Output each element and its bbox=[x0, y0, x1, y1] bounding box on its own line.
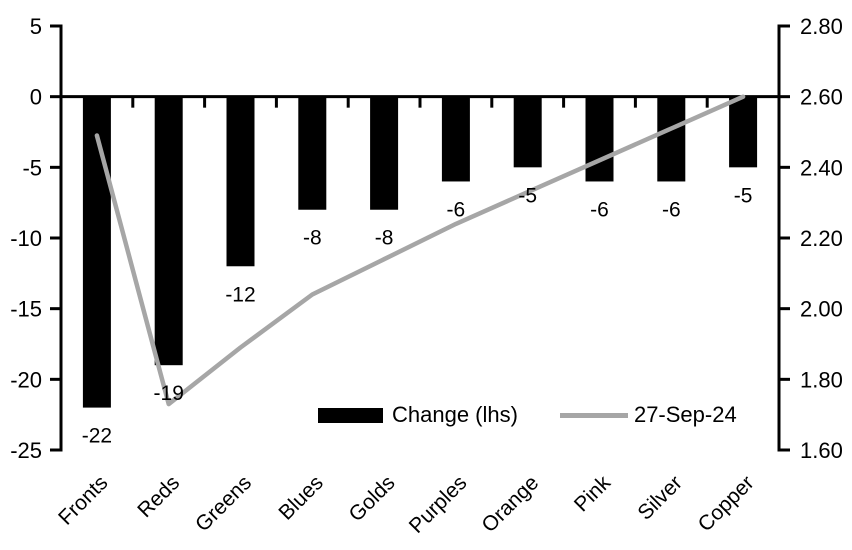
bar bbox=[370, 96, 399, 210]
y-axis-right-tick-label: 2.60 bbox=[800, 85, 843, 110]
bar bbox=[441, 96, 470, 182]
bar-value-label: -12 bbox=[225, 283, 255, 306]
bar-value-label: -22 bbox=[82, 425, 112, 448]
trend-line bbox=[94, 94, 746, 407]
bar-value-label: -6 bbox=[662, 198, 681, 221]
bar-value-label: -6 bbox=[590, 198, 609, 221]
category-label: Greens bbox=[191, 471, 256, 536]
category-label: Copper bbox=[694, 471, 759, 536]
category-label: Reds bbox=[133, 471, 184, 522]
category-label: Golds bbox=[345, 471, 400, 526]
bar bbox=[226, 96, 255, 267]
bar bbox=[585, 96, 614, 182]
bar bbox=[657, 96, 686, 182]
legend-line-swatch-icon bbox=[559, 412, 628, 418]
y-axis-left-tick-label: 0 bbox=[30, 85, 42, 110]
y-axis-right-tick-label: 1.80 bbox=[800, 367, 843, 392]
bar bbox=[729, 96, 758, 168]
y-axis-right-tick-label: 2.00 bbox=[800, 297, 843, 322]
category-label: Pink bbox=[570, 471, 616, 517]
category-label: Fronts bbox=[54, 471, 112, 529]
y-axis-left-tick-label: -20 bbox=[10, 367, 42, 392]
bar-value-label: -8 bbox=[303, 227, 322, 250]
y-axis-left-tick-label: 5 bbox=[30, 14, 42, 39]
y-axis-left-tick-label: -10 bbox=[10, 226, 42, 251]
bar-value-label: -6 bbox=[447, 198, 466, 221]
y-axis-right-tick-label: 2.20 bbox=[800, 226, 843, 251]
y-axis-right-tick-label: 2.40 bbox=[800, 155, 843, 180]
bar-value-label: -5 bbox=[518, 184, 537, 207]
bar bbox=[298, 96, 327, 210]
category-label: Silver bbox=[633, 471, 686, 524]
bar-value-label: -5 bbox=[734, 184, 753, 207]
category-label: Orange bbox=[477, 471, 543, 537]
bar bbox=[82, 96, 111, 408]
legend-bar-series-label: Change (lhs) bbox=[392, 402, 518, 427]
y-axis-right-tick-label: 1.60 bbox=[800, 438, 843, 463]
y-axis-right-tick-label: 2.80 bbox=[800, 14, 843, 39]
category-label: Blues bbox=[274, 471, 327, 524]
legend-bar-swatch-icon bbox=[318, 407, 383, 423]
chart-legend: Change (lhs) 27-Sep-24 bbox=[318, 402, 737, 428]
bar bbox=[513, 96, 542, 168]
bar bbox=[154, 96, 183, 366]
y-axis-left-tick-label: -5 bbox=[22, 155, 42, 180]
y-axis-left-tick-label: -25 bbox=[10, 438, 42, 463]
legend-line-series-label: 27-Sep-24 bbox=[633, 402, 737, 427]
bar-value-label: -8 bbox=[375, 227, 394, 250]
category-label: Purples bbox=[405, 471, 472, 538]
y-axis-left-tick-label: -15 bbox=[10, 297, 42, 322]
bar-value-label: -19 bbox=[154, 382, 184, 405]
